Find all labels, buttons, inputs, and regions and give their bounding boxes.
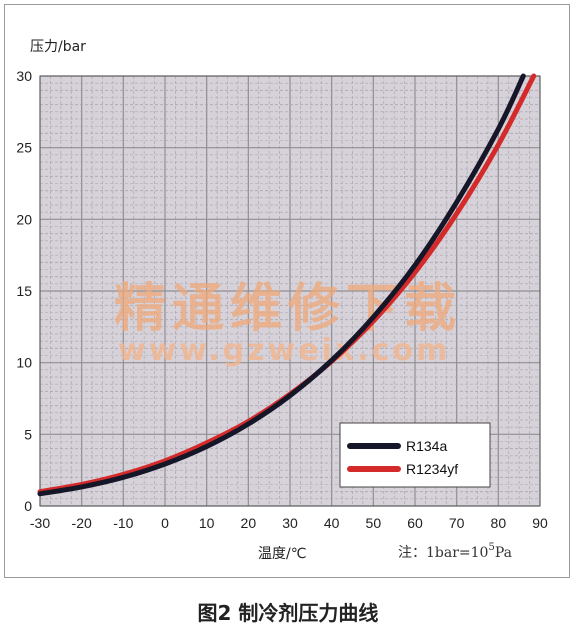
legend-box — [339, 422, 491, 488]
legend-label-r1234yf: R1234yf — [406, 461, 458, 477]
x-tick-label: 70 — [449, 515, 465, 531]
data-series — [37, 73, 537, 497]
legend: R134a R1234yf — [339, 422, 491, 488]
series-line-r134a — [37, 73, 526, 497]
x-tick-label: 30 — [282, 515, 298, 531]
y-tick-label: 5 — [24, 426, 32, 442]
x-tick-label: 50 — [366, 515, 382, 531]
pressure-chart: -30 -20 -10 0 10 20 30 40 50 60 70 80 90 0 5 10 15 20 25 3… — [16, 39, 548, 562]
watermark-line1: 精通维修下载 — [114, 279, 462, 339]
x-tick-label: 10 — [199, 515, 215, 531]
x-tick-label: 20 — [241, 515, 257, 531]
legend-label-r134a: R134a — [406, 438, 447, 454]
x-tick-label: 80 — [491, 515, 507, 531]
y-tick-label: 20 — [16, 211, 32, 227]
x-tick-label: 90 — [532, 515, 548, 531]
y-axis-ticks: 0 5 10 15 20 25 30 — [16, 68, 32, 514]
y-tick-label: 10 — [16, 355, 32, 371]
x-axis-title: 温度/℃ — [258, 546, 306, 562]
x-tick-label: -10 — [113, 515, 133, 531]
x-tick-label: 0 — [161, 515, 169, 531]
unit-note: 注：1bar=105Pa — [398, 542, 512, 561]
x-tick-label: -30 — [30, 515, 50, 531]
y-tick-label: 30 — [16, 68, 32, 84]
x-axis-ticks: -30 -20 -10 0 10 20 30 40 50 60 70 80 90 — [30, 515, 548, 531]
figure-caption: 图2 制冷剂压力曲线 — [197, 601, 379, 625]
y-tick-label: 0 — [24, 498, 32, 514]
y-axis-title: 压力/bar — [30, 39, 86, 55]
x-tick-label: 40 — [324, 515, 340, 531]
y-tick-label: 15 — [16, 283, 32, 299]
y-tick-label: 25 — [16, 140, 32, 156]
x-tick-label: -20 — [72, 515, 92, 531]
watermark-line2: www.gzweix.com — [118, 333, 450, 368]
plot-border — [39, 75, 541, 507]
x-tick-label: 60 — [407, 515, 423, 531]
watermark: 精通维修下载 www.gzweix.com — [114, 279, 462, 368]
